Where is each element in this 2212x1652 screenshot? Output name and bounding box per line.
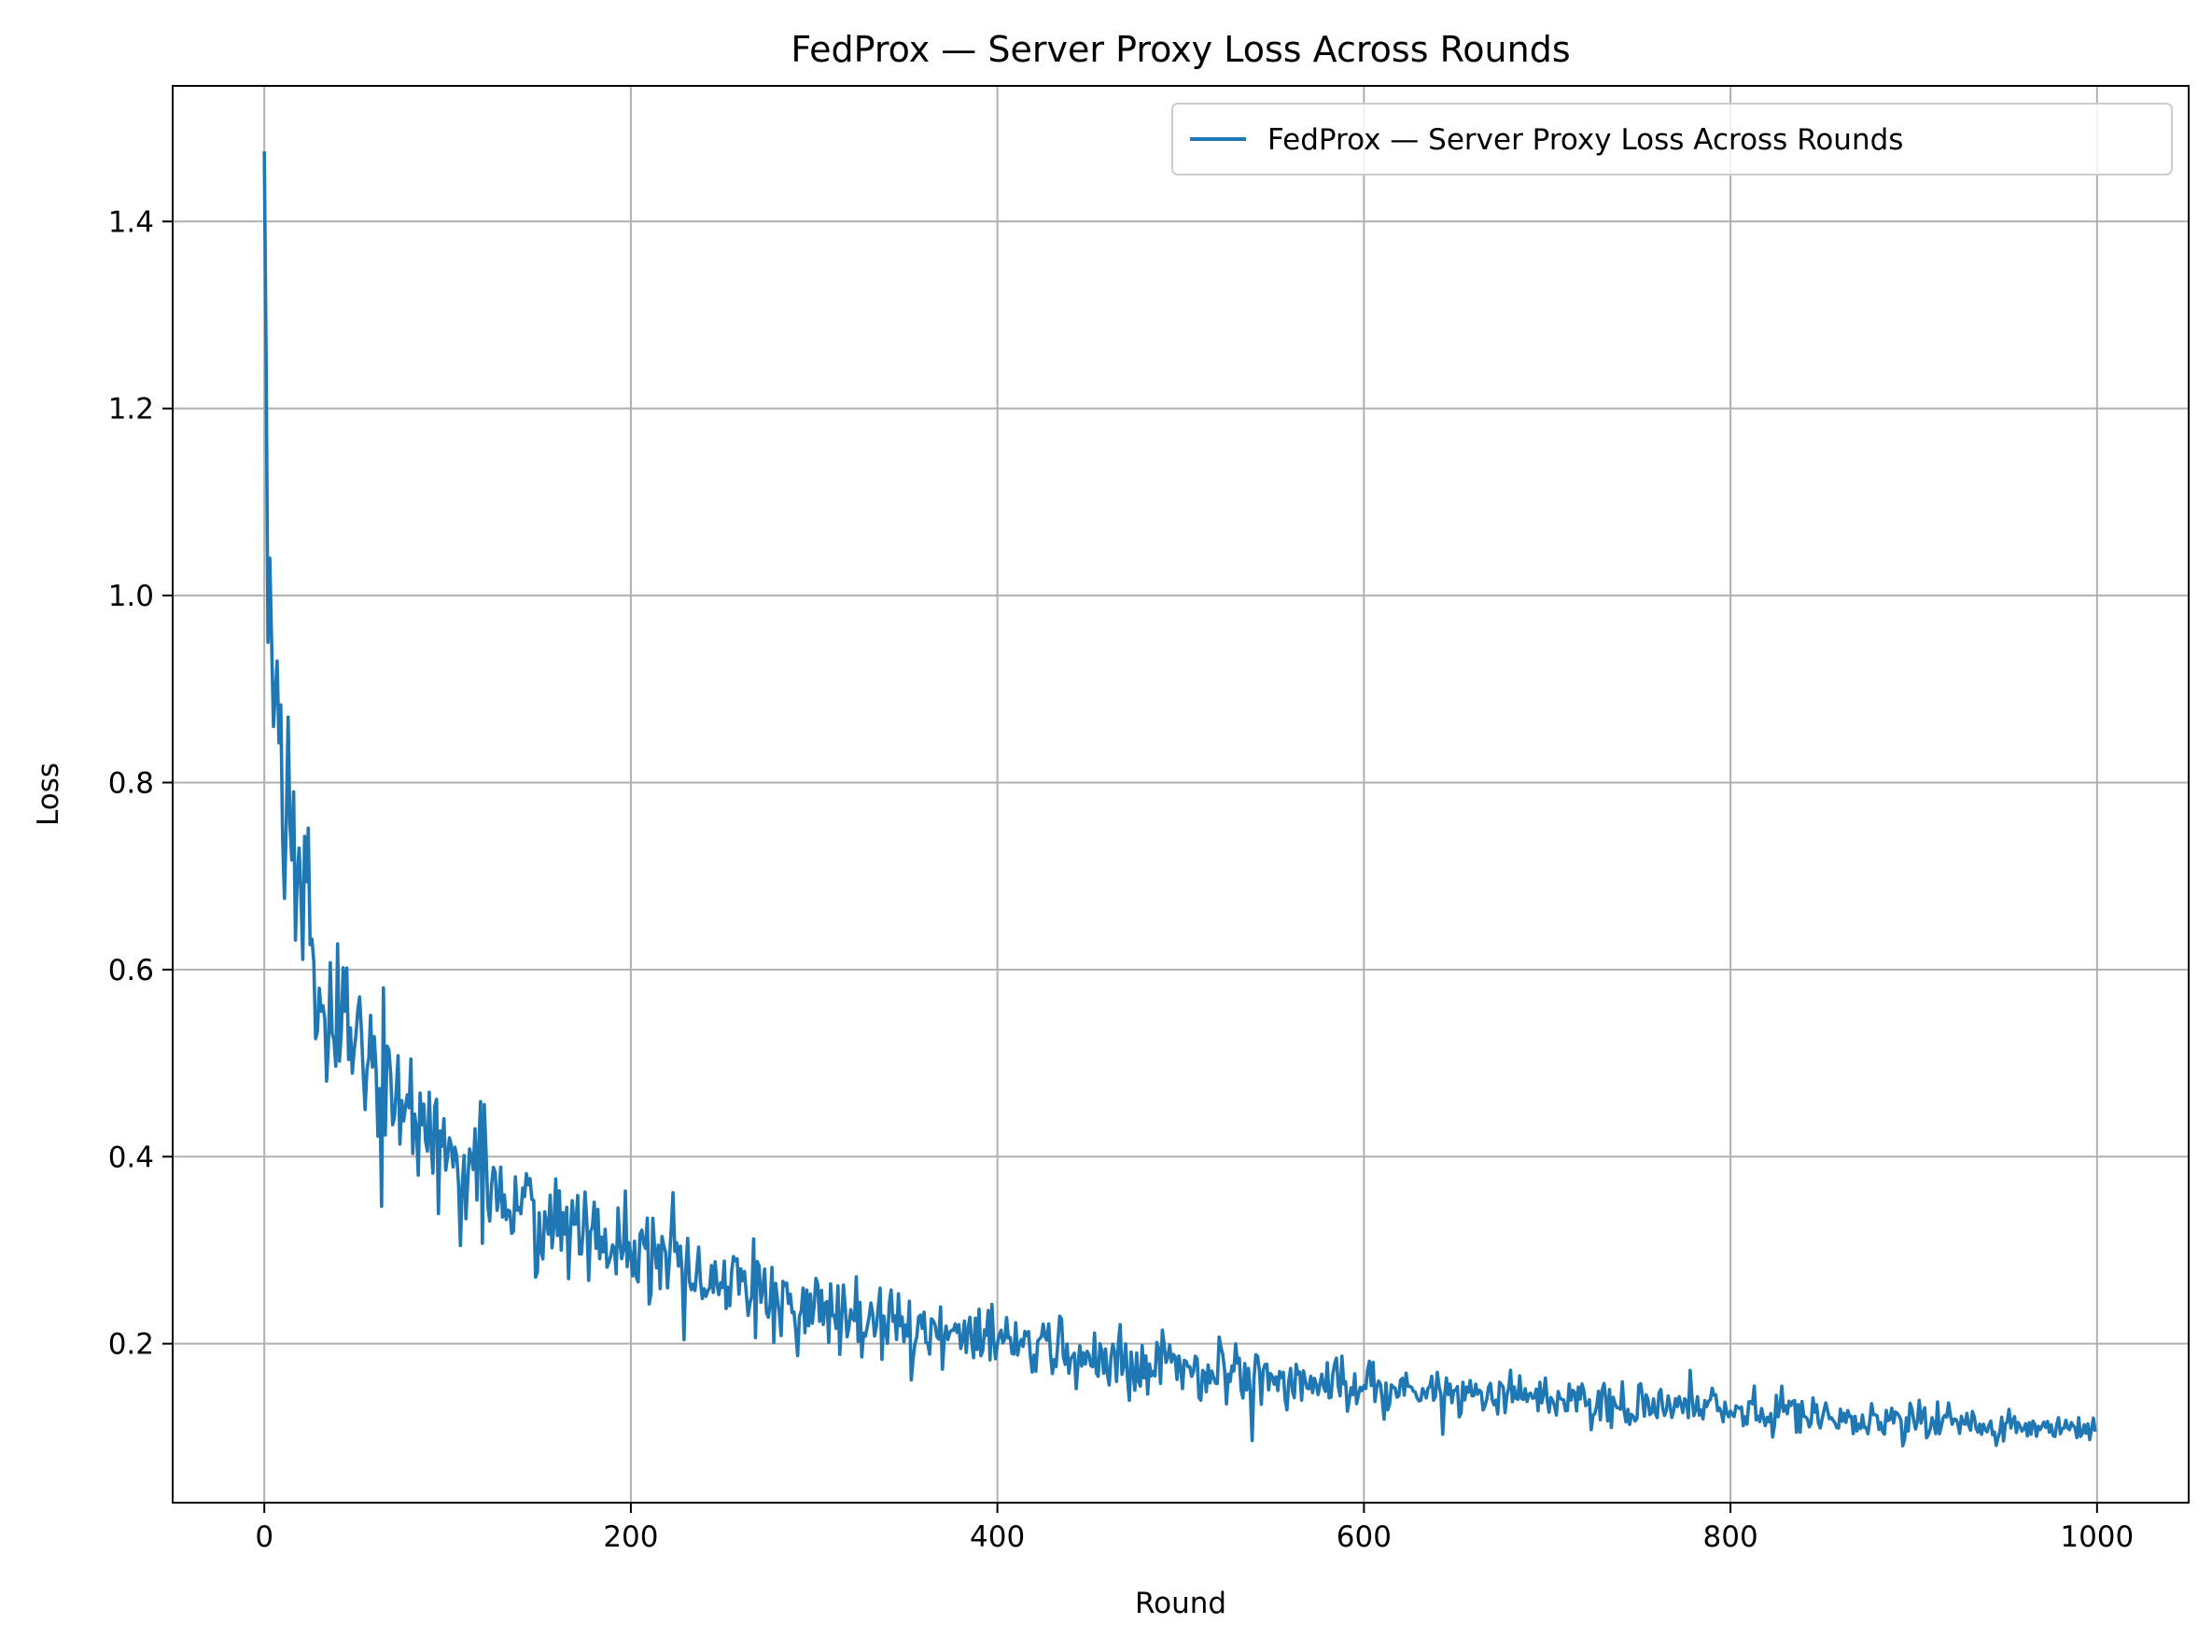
plot-area-frame: [172, 85, 2190, 1504]
x-tick-label: 0: [255, 1520, 273, 1554]
x-tick-label: 200: [603, 1520, 658, 1554]
legend-box: [1171, 103, 2173, 175]
y-tick-label: 1.2: [108, 393, 154, 427]
legend: FedProx — Server Proxy Loss Across Round…: [1171, 103, 2173, 175]
series-line-fedprox: [262, 151, 2097, 1448]
x-tick-label: 800: [1703, 1520, 1758, 1554]
y-tick-label: 1.0: [108, 580, 154, 613]
grid-lines: [173, 86, 2189, 1503]
y-tick-label: 0.2: [108, 1328, 154, 1362]
y-tick-label: 0.6: [108, 954, 154, 987]
chart-title: FedProx — Server Proxy Loss Across Round…: [791, 29, 1570, 70]
axis-ticks: 0 200 400 600 800 1000 0.2 0.4 0.6 0.8 1.0 1.2 1.4: [108, 205, 2135, 1554]
x-tick-label: 600: [1337, 1520, 1392, 1554]
legend-label: FedProx — Server Proxy Loss Across Round…: [1267, 123, 1903, 157]
y-tick-label: 0.4: [108, 1141, 154, 1174]
y-axis-label: Loss: [32, 763, 65, 826]
x-tick-label: 400: [970, 1520, 1025, 1554]
x-axis-label: Round: [1135, 1587, 1226, 1620]
series-layer: [262, 151, 2097, 1448]
y-tick-label: 0.8: [108, 766, 154, 800]
x-tick-label: 1000: [2060, 1520, 2134, 1554]
y-tick-label: 1.4: [108, 205, 154, 239]
